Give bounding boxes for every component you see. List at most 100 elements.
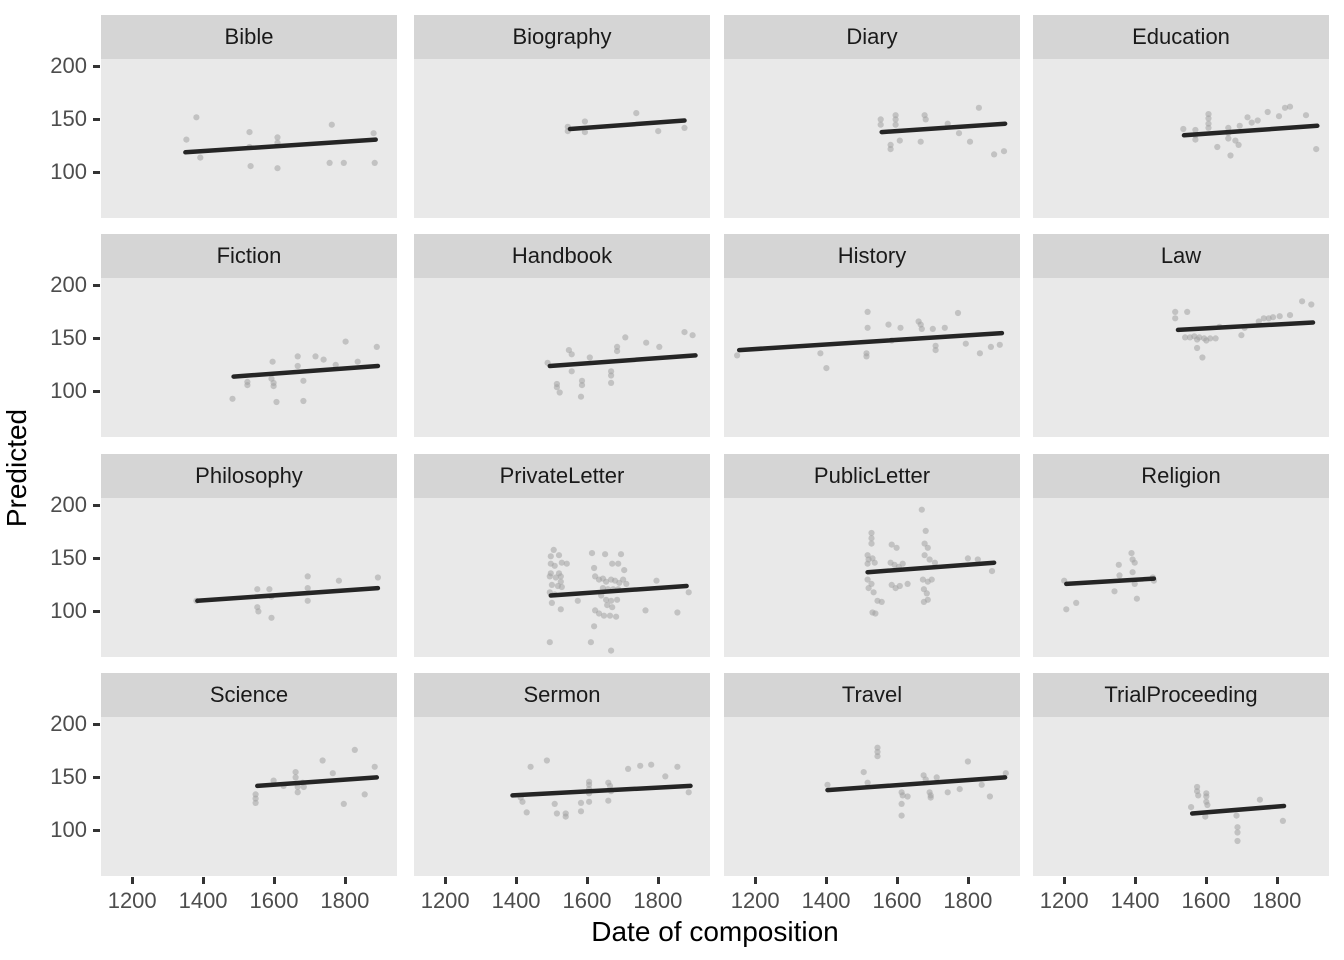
trend-line — [825, 775, 1008, 793]
data-point — [1236, 122, 1243, 129]
y-tick-mark — [93, 557, 100, 561]
data-point — [1234, 829, 1241, 836]
data-point — [1269, 314, 1277, 321]
facet-strip-label: PrivateLetter — [499, 463, 625, 488]
data-point — [320, 356, 327, 363]
data-point — [633, 110, 640, 117]
data-point — [1128, 550, 1135, 557]
facet-strip-label: Bible — [224, 24, 274, 49]
data-point — [1264, 108, 1271, 116]
data-point — [681, 329, 688, 336]
trend-line — [510, 783, 693, 798]
data-point — [543, 757, 550, 764]
facet-strip-label: Law — [1160, 243, 1202, 268]
data-point — [292, 769, 299, 776]
data-point — [863, 353, 870, 360]
data-point — [1199, 354, 1206, 361]
data-point — [1254, 117, 1261, 124]
data-point — [326, 159, 333, 166]
facet-panel-Science — [101, 717, 397, 876]
facet-strip-label: TrialProceeding — [1104, 682, 1258, 707]
x-tick-label: 1800 — [1252, 888, 1302, 913]
data-point — [955, 130, 963, 137]
data-point — [373, 343, 380, 350]
data-point — [1313, 146, 1320, 153]
data-point — [1227, 152, 1234, 159]
data-point — [896, 137, 903, 144]
data-point — [244, 382, 251, 389]
data-point — [1204, 801, 1211, 809]
facet-panel-Philosophy — [101, 498, 397, 657]
data-point — [361, 791, 368, 798]
data-point — [1234, 824, 1241, 831]
y-tick-label: 150 — [50, 764, 87, 790]
data-point — [304, 573, 311, 580]
data-point — [562, 813, 569, 820]
y-tick-mark — [93, 337, 100, 341]
data-point — [550, 546, 557, 553]
data-point — [255, 608, 262, 615]
data-point — [896, 582, 903, 590]
data-point — [919, 576, 926, 583]
data-point — [608, 379, 615, 386]
data-point — [1276, 313, 1283, 320]
x-tick-mark — [1134, 877, 1138, 884]
x-tick-label: 1400 — [1110, 888, 1160, 913]
data-point — [932, 347, 939, 354]
data-point — [887, 146, 894, 153]
data-point — [1192, 126, 1199, 134]
data-point — [577, 799, 585, 806]
data-point — [923, 590, 930, 597]
x-tick-mark — [966, 877, 970, 884]
facet-panel-Handbook — [414, 278, 710, 437]
data-point — [304, 597, 311, 604]
y-tick-label: 200 — [50, 711, 87, 737]
y-tick-mark — [93, 610, 100, 614]
data-point — [917, 138, 924, 145]
data-point — [553, 810, 560, 817]
facet-panel-Sermon — [414, 717, 710, 876]
data-point — [674, 763, 681, 770]
data-point — [899, 560, 906, 567]
data-point — [864, 324, 871, 331]
data-point — [978, 781, 985, 788]
data-point — [1205, 111, 1212, 118]
data-point — [335, 577, 342, 584]
data-point — [269, 358, 276, 365]
data-point — [878, 598, 885, 605]
data-point — [1172, 308, 1179, 315]
facet-panel-TrialProceeding — [1033, 717, 1329, 876]
data-point — [602, 551, 609, 558]
data-point — [974, 556, 981, 563]
data-point — [885, 321, 892, 328]
data-point — [734, 352, 741, 359]
data-point — [370, 130, 377, 137]
data-point — [933, 774, 940, 781]
trend-line — [547, 353, 698, 369]
data-point — [656, 343, 663, 350]
data-point — [270, 383, 277, 390]
data-point — [268, 614, 275, 621]
x-axis-title: Date of composition — [591, 916, 839, 947]
x-tick-label: 1800 — [320, 888, 370, 913]
x-tick-label: 1400 — [178, 888, 228, 913]
data-point — [551, 800, 558, 807]
data-point — [614, 348, 621, 355]
facet-strip-label: Handbook — [511, 243, 613, 268]
data-point — [558, 583, 565, 591]
data-point — [371, 159, 378, 166]
data-point — [1234, 837, 1241, 845]
data-point — [613, 613, 620, 620]
data-point — [922, 116, 929, 123]
data-point — [548, 581, 555, 588]
x-tick-mark — [754, 877, 758, 884]
data-point — [294, 789, 301, 796]
data-point — [921, 540, 928, 547]
data-point — [563, 560, 570, 567]
y-tick-label: 100 — [50, 598, 87, 624]
data-point — [568, 368, 575, 375]
data-point — [606, 612, 614, 619]
facet-strip-label: Sermon — [523, 682, 601, 707]
data-point — [374, 574, 381, 581]
